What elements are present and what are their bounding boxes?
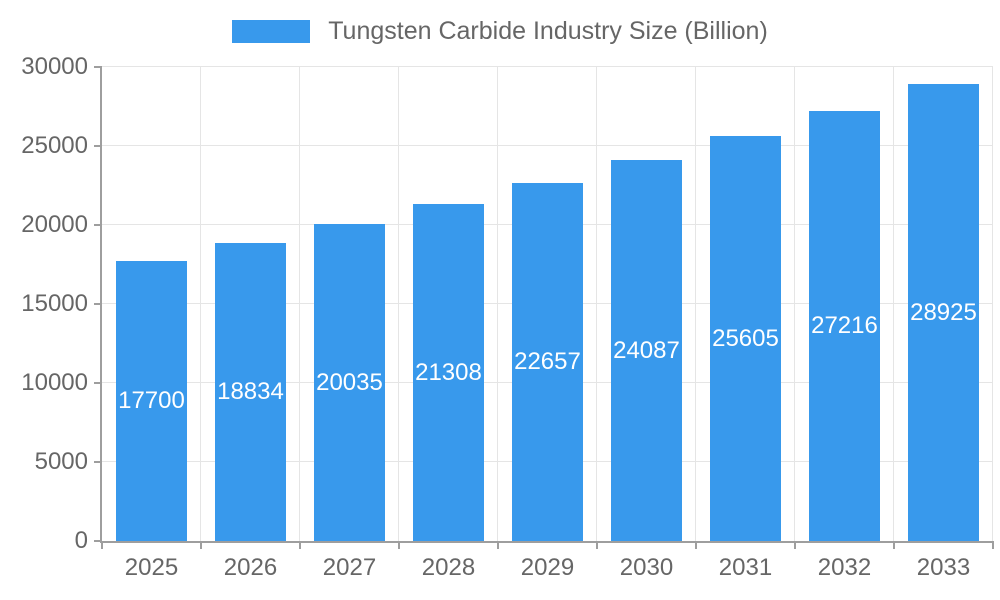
bar-value-label: 22657: [514, 348, 581, 376]
h-gridline: [102, 66, 993, 67]
x-axis-tick-label: 2028: [421, 554, 476, 581]
x-axis-tick: [893, 541, 895, 549]
v-gridline: [398, 67, 399, 541]
y-axis-tick-label: 20000: [21, 211, 88, 238]
y-axis-tick: [94, 224, 102, 226]
x-axis-line: [100, 541, 993, 543]
bar-cell: 21308: [399, 67, 498, 541]
x-axis-tick-label: 2033: [916, 554, 971, 581]
y-axis-tick: [94, 382, 102, 384]
y-axis-tick: [94, 540, 102, 542]
bar-2028: 21308: [412, 204, 485, 541]
y-axis-tick-label: 5000: [34, 448, 88, 475]
bar-2032: 27216: [808, 111, 881, 541]
y-axis-tick-label: 25000: [21, 132, 88, 159]
bar-value-label: 20035: [316, 368, 383, 396]
y-axis-tick: [94, 303, 102, 305]
v-gridline: [992, 67, 993, 541]
bar-value-label: 21308: [415, 358, 482, 386]
bar-cell: 22657: [498, 67, 597, 541]
bar-cell: 28925: [894, 67, 993, 541]
x-axis-tick: [992, 541, 994, 549]
x-axis-tick-label: 2031: [718, 554, 773, 581]
v-gridline: [695, 67, 696, 541]
x-axis-tick-label: 2030: [619, 554, 674, 581]
bar-value-label: 18834: [217, 378, 284, 406]
x-axis-tick: [200, 541, 202, 549]
y-axis-tick-label: 15000: [21, 290, 88, 317]
x-axis-tick: [497, 541, 499, 549]
bar-cell: 18834: [201, 67, 300, 541]
v-gridline: [497, 67, 498, 541]
bar-2030: 24087: [610, 160, 683, 541]
bar-cell: 25605: [696, 67, 795, 541]
y-axis-tick-label: 10000: [21, 369, 88, 396]
bar-2033: 28925: [907, 84, 980, 541]
x-axis-tick: [299, 541, 301, 549]
v-gridline: [893, 67, 894, 541]
bar-2031: 25605: [709, 136, 782, 541]
x-axis-tick: [596, 541, 598, 549]
x-axis-tick-label: 2026: [223, 554, 278, 581]
bar-2029: 22657: [511, 183, 584, 541]
h-gridline: [102, 145, 993, 146]
bar-cell: 27216: [795, 67, 894, 541]
bar-value-label: 27216: [811, 312, 878, 339]
x-axis-tick-label: 2027: [322, 554, 377, 581]
v-gridline: [794, 67, 795, 541]
x-axis-tick: [794, 541, 796, 549]
bar-2026: 18834: [214, 243, 287, 541]
bar-value-label: 25605: [712, 324, 779, 352]
x-axis-tick-label: 2025: [124, 554, 179, 581]
legend-swatch[interactable]: [232, 19, 311, 43]
y-axis-tick: [94, 66, 102, 68]
y-axis-tick: [94, 461, 102, 463]
x-axis-tick: [695, 541, 697, 549]
bar-value-label: 17700: [118, 387, 185, 415]
plot-area: 17700 18834 20035 21308 22657 24087 25605 27216…: [100, 66, 993, 543]
y-axis-tick-label: 0: [74, 527, 88, 554]
x-axis-tick-label: 2029: [520, 554, 575, 581]
v-gridline: [299, 67, 300, 541]
bar-2027: 20035: [313, 224, 386, 541]
v-gridline: [200, 67, 201, 541]
x-axis-tick: [101, 541, 103, 549]
bar-value-label: 24087: [613, 336, 680, 364]
legend-label[interactable]: Tungsten Carbide Industry Size (Billion): [328, 16, 768, 45]
bar-cell: 20035: [300, 67, 399, 541]
y-axis-line: [100, 67, 102, 541]
bar-cell: 17700: [102, 67, 201, 541]
x-axis-tick-label: 2032: [817, 554, 872, 581]
y-axis-tick-label: 30000: [21, 53, 88, 80]
bar-2025: 17700: [115, 261, 188, 541]
bar-value-label: 28925: [910, 298, 977, 326]
v-gridline: [596, 67, 597, 541]
chart-legend[interactable]: Tungsten Carbide Industry Size (Billion): [0, 16, 1000, 46]
bar-cell: 24087: [597, 67, 696, 541]
x-axis-tick: [398, 541, 400, 549]
y-axis-tick: [94, 145, 102, 147]
